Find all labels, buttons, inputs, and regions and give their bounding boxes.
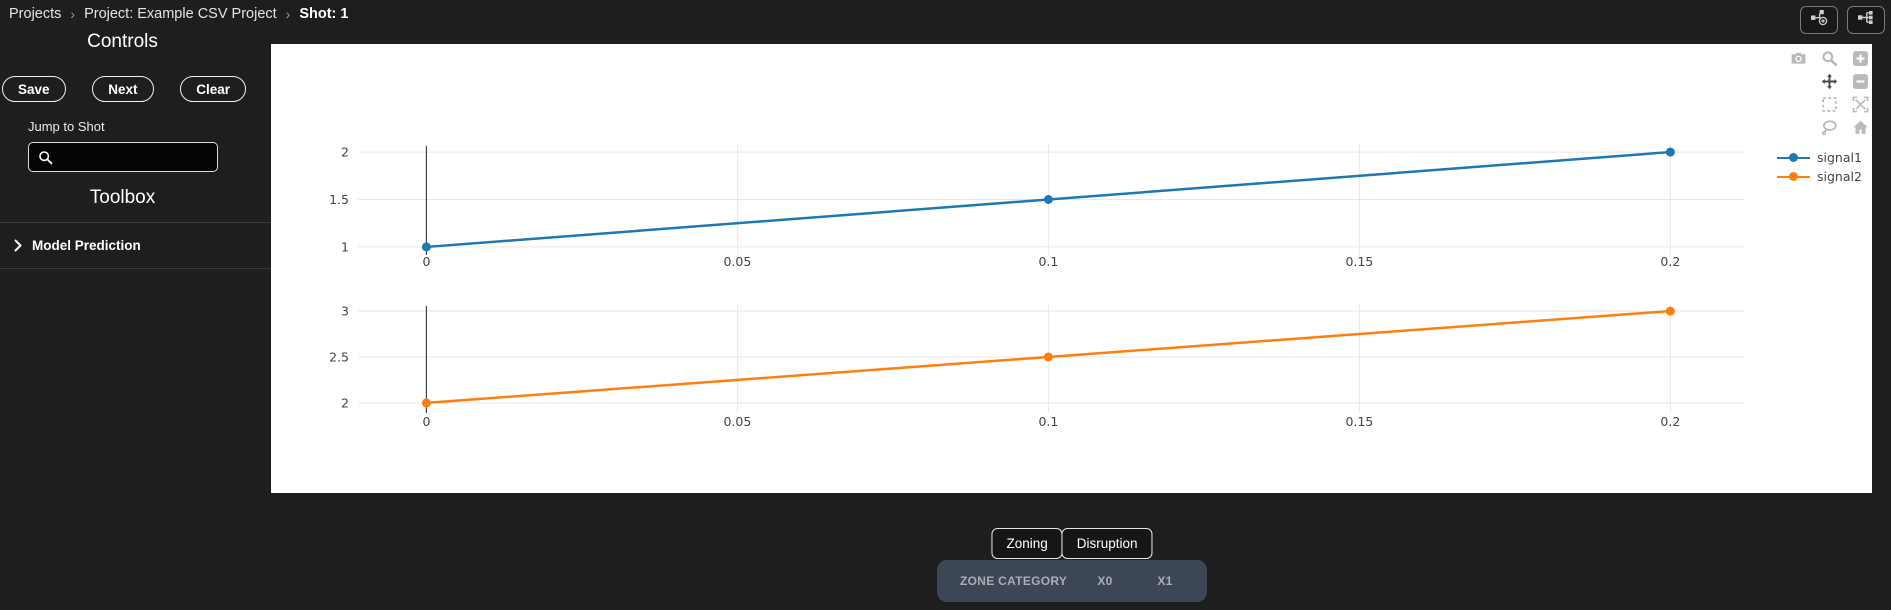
add-node-graph-button[interactable] xyxy=(1800,6,1838,34)
x-tick-label: 0.05 xyxy=(723,414,751,429)
breadcrumb-project[interactable]: Project: Example CSV Project xyxy=(84,6,277,22)
breadcrumb-separator: › xyxy=(70,6,76,22)
toolbox-item-label: Model Prediction xyxy=(32,238,141,253)
series-marker-signal2 xyxy=(421,398,431,408)
next-button[interactable]: Next xyxy=(92,76,154,102)
reset-axes-home-icon[interactable] xyxy=(1852,119,1869,136)
search-icon xyxy=(38,150,53,165)
x-tick-label: 0.2 xyxy=(1660,254,1680,269)
chart-legend: signal1 signal2 xyxy=(1777,148,1862,186)
lasso-icon[interactable] xyxy=(1821,119,1838,136)
column-header-zone-category[interactable]: ZONE CATEGORY xyxy=(960,574,1068,588)
box-select-icon[interactable] xyxy=(1821,96,1838,113)
legend-entry-signal2[interactable]: signal2 xyxy=(1777,167,1862,186)
legend-label: signal2 xyxy=(1817,169,1862,184)
x-tick-label: 0.1 xyxy=(1038,254,1058,269)
sidebar: Controls Save Next Clear Jump to Shot To… xyxy=(0,28,271,269)
toolbox-section: Model Prediction xyxy=(0,222,271,269)
toolbox-title: Toolbox xyxy=(89,187,156,208)
series-marker-signal1 xyxy=(421,242,431,252)
series-marker-signal2 xyxy=(1665,306,1675,316)
controls-button-row: Save Next Clear xyxy=(2,76,246,102)
series-marker-signal2 xyxy=(1043,352,1053,362)
zone-table-header: ZONE CATEGORY X0 X1 xyxy=(937,560,1207,602)
pan-icon[interactable] xyxy=(1821,73,1838,90)
y-tick-label: 2 xyxy=(341,145,349,160)
zoom-in-icon[interactable] xyxy=(1852,50,1869,67)
add-node-graph-icon xyxy=(1810,9,1829,31)
node-tree-icon xyxy=(1857,10,1875,30)
plotly-modebar xyxy=(1783,47,1876,139)
y-tick-label: 2 xyxy=(341,395,349,410)
chevron-right-icon xyxy=(14,239,23,252)
series-marker-signal1 xyxy=(1665,147,1675,157)
x-tick-label: 0.2 xyxy=(1660,414,1680,429)
x-tick-label: 0.15 xyxy=(1345,254,1373,269)
breadcrumb-separator: › xyxy=(285,6,291,22)
chart-panel: 0 0.05 0.1 0.15 0.2 1 1.5 2 0 0.05 0.1 0.15 0.2 2 2.5 3… xyxy=(271,44,1872,493)
breadcrumb-shot: Shot: 1 xyxy=(299,6,349,22)
topbar-buttons xyxy=(1800,6,1885,34)
legend-line-marker xyxy=(1777,172,1810,182)
x-tick-label: 0 xyxy=(422,414,430,429)
column-header-x1[interactable]: X1 xyxy=(1157,574,1173,588)
series-marker-signal1 xyxy=(1043,195,1053,204)
breadcrumb: Projects › Project: Example CSV Project … xyxy=(0,0,1891,28)
legend-entry-signal1[interactable]: signal1 xyxy=(1777,148,1862,167)
jump-to-shot-input[interactable] xyxy=(60,149,208,165)
x-tick-label: 0 xyxy=(422,254,430,269)
jump-to-shot-search[interactable] xyxy=(28,142,218,172)
autoscale-icon[interactable] xyxy=(1852,96,1869,113)
x-tick-label: 0.05 xyxy=(723,254,751,269)
clear-button[interactable]: Clear xyxy=(180,76,246,102)
toolbox-item-model-prediction[interactable]: Model Prediction xyxy=(0,223,271,269)
tab-zoning[interactable]: Zoning xyxy=(991,528,1063,559)
zoom-icon[interactable] xyxy=(1821,50,1838,67)
save-button[interactable]: Save xyxy=(2,76,66,102)
zoom-out-icon[interactable] xyxy=(1852,73,1869,90)
x-tick-label: 0.15 xyxy=(1345,414,1373,429)
charts-svg[interactable]: 0 0.05 0.1 0.15 0.2 1 1.5 2 0 0.05 0.1 0.15 0.2 2 2.5 3 xyxy=(271,44,1872,493)
controls-title: Controls xyxy=(87,31,158,52)
y-tick-label: 3 xyxy=(341,304,349,319)
y-tick-label: 1.5 xyxy=(329,192,349,207)
camera-icon[interactable] xyxy=(1790,50,1807,67)
jump-to-shot-label: Jump to Shot xyxy=(28,119,105,134)
bottom-tabs: Zoning Disruption xyxy=(991,528,1153,559)
x-tick-label: 0.1 xyxy=(1038,414,1058,429)
column-header-x0[interactable]: X0 xyxy=(1097,574,1113,588)
y-tick-label: 1 xyxy=(341,239,349,254)
legend-line-marker xyxy=(1777,153,1810,163)
node-tree-button[interactable] xyxy=(1847,6,1885,34)
y-tick-label: 2.5 xyxy=(329,349,349,364)
breadcrumb-projects[interactable]: Projects xyxy=(9,6,62,22)
legend-label: signal1 xyxy=(1817,150,1862,165)
tab-disruption[interactable]: Disruption xyxy=(1061,528,1153,559)
